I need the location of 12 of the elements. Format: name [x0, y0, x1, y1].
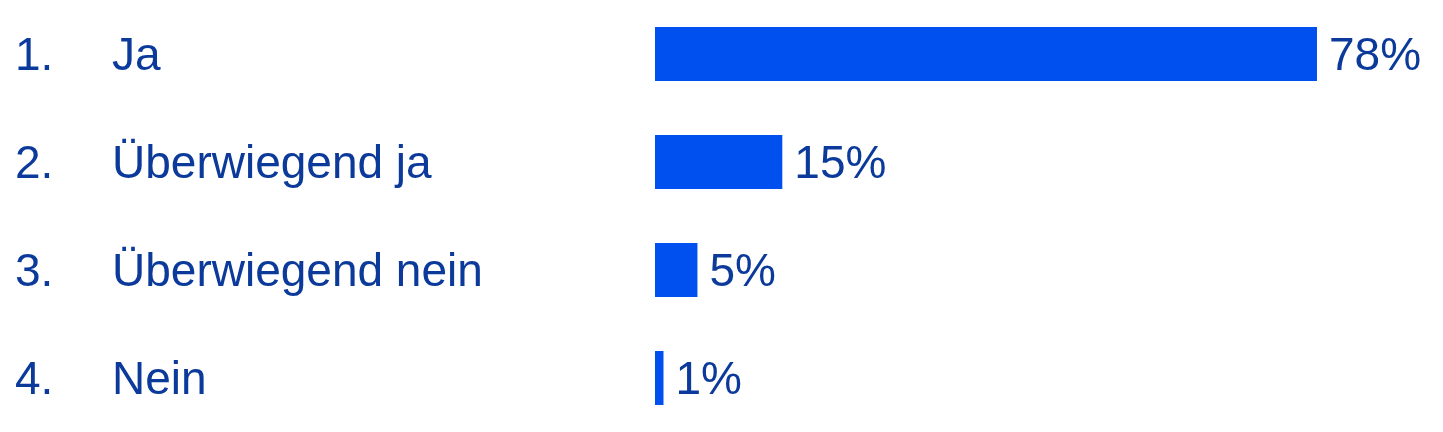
- data-label: 1%: [675, 352, 742, 404]
- category-label: 4. Nein: [15, 352, 207, 404]
- bar: [655, 135, 783, 189]
- data-label: 5%: [709, 244, 776, 296]
- category-label: 2. Überwiegend ja: [15, 136, 432, 188]
- bar: [655, 27, 1317, 81]
- bar: [655, 243, 698, 297]
- bar: [655, 351, 664, 405]
- category-label: 3. Überwiegend nein: [15, 244, 483, 296]
- data-label: 78%: [1329, 28, 1422, 80]
- category-label: 1. Ja: [15, 28, 161, 80]
- data-label: 15%: [794, 136, 887, 188]
